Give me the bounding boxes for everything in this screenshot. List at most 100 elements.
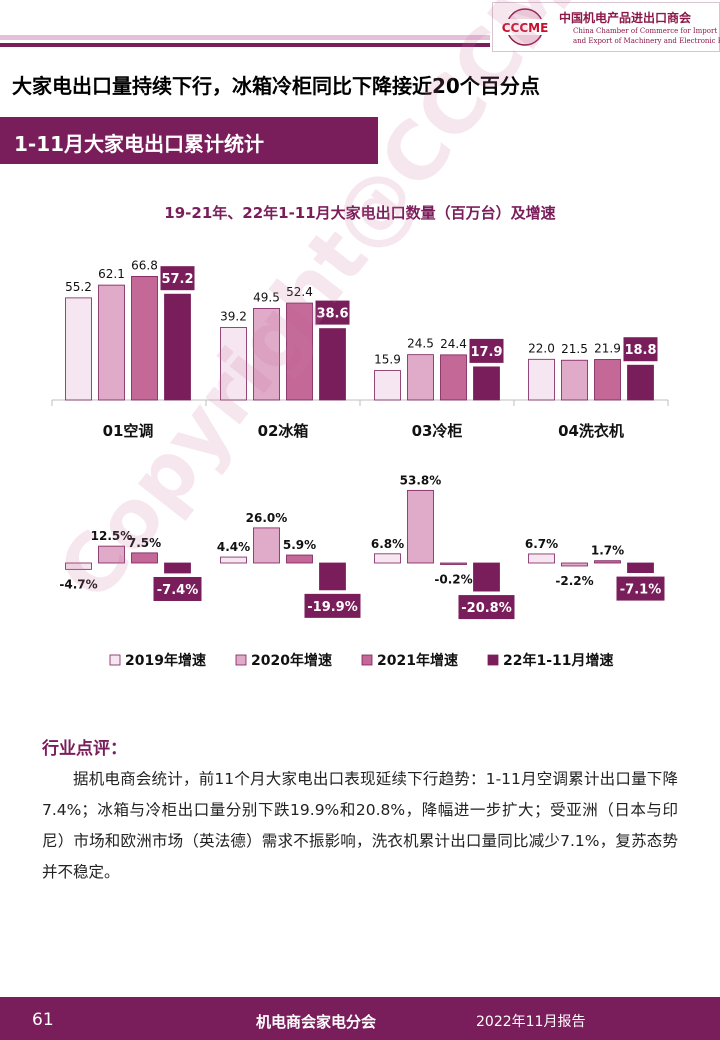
- volume-bar-1-1: [253, 308, 280, 401]
- logo-text: CCCME: [502, 21, 549, 35]
- volume-bar-2-3: [594, 359, 621, 401]
- growth-bar-3-1: [319, 562, 346, 591]
- growth-bar-0-3: [528, 553, 555, 564]
- growth-label-0-2: 6.8%: [371, 537, 404, 551]
- growth-label-0-1: 4.4%: [217, 540, 250, 554]
- footer-report-date: 2022年11月报告: [476, 1014, 586, 1030]
- volume-label-2-0: 66.8: [131, 258, 158, 272]
- section-title: 1-11月大家电出口累计统计: [14, 132, 265, 156]
- org-name-en-line1: China Chamber of Commerce for Import: [573, 27, 718, 35]
- volume-label-2-2: 24.4: [440, 337, 467, 351]
- volume-bar-0-3: [528, 358, 555, 401]
- header-stripe-dark: [0, 43, 490, 47]
- volume-label-0-3: 22.0: [528, 341, 555, 355]
- growth-bar-2-1: [286, 554, 313, 564]
- growth-bar-2-0: [131, 552, 158, 564]
- volume-bar-3-0: [164, 293, 191, 401]
- growth-bar-1-1: [253, 527, 280, 564]
- page-headline: 大家电出口量持续下行，冰箱冷柜同比下降接近20个百分点: [12, 74, 540, 98]
- volume-label-0-0: 55.2: [65, 280, 92, 294]
- growth-bar-1-3: [561, 562, 588, 567]
- category-label-1: 02冰箱: [258, 422, 309, 440]
- chart-title: 19-21年、22年1-11月大家电出口数量（百万台）及增速: [164, 204, 555, 222]
- volume-bar-1-0: [98, 284, 125, 401]
- legend-label-3: 22年1-11月增速: [503, 652, 614, 669]
- growth-label-3-0: -7.4%: [157, 583, 198, 598]
- growth-label-1-3: -2.2%: [555, 574, 593, 588]
- org-logo-block: CCCME 中国机电产品进出口商会 China Chamber of Comme…: [492, 2, 720, 52]
- growth-label-3-2: -20.8%: [461, 601, 512, 616]
- section-title-bar: [0, 117, 378, 164]
- growth-bar-2-3: [594, 560, 621, 564]
- volume-label-2-1: 52.4: [286, 285, 313, 299]
- growth-bar-0-2: [374, 553, 401, 564]
- volume-bar-0-2: [374, 370, 401, 401]
- growth-label-bg-0: [153, 576, 202, 601]
- volume-label-0-1: 39.2: [220, 309, 247, 323]
- growth-label-2-1: 5.9%: [283, 538, 316, 552]
- growth-label-3-3: -7.1%: [620, 583, 661, 598]
- volume-bar-3-3: [627, 364, 654, 401]
- growth-label-1-1: 26.0%: [246, 511, 288, 525]
- volume-label-0-2: 15.9: [374, 353, 401, 367]
- growth-bar-1-2: [407, 489, 434, 564]
- category-label-2: 03冷柜: [412, 422, 463, 440]
- org-name-en-line2: and Export of Machinery and Electronic P…: [573, 37, 720, 45]
- volume-bar-2-0: [131, 276, 158, 401]
- legend-label-0: 2019年增速: [125, 652, 206, 669]
- page-number: 61: [32, 1010, 54, 1030]
- org-name-cn: 中国机电产品进出口商会: [559, 11, 692, 25]
- volume-label-3-2: 17.9: [470, 345, 502, 360]
- volume-label-bg-0: [160, 266, 195, 291]
- volume-label-1-2: 24.5: [407, 337, 434, 351]
- growth-label-bg-1: [304, 593, 361, 618]
- comment-body: 据机电商会统计，前11个月大家电出口表现延续下行趋势：1-11月空调累计出口量下…: [42, 770, 678, 881]
- growth-bar-3-2: [473, 562, 500, 592]
- growth-label-2-3: 1.7%: [591, 544, 624, 558]
- volume-label-2-3: 21.9: [594, 341, 621, 355]
- growth-label-2-2: -0.2%: [434, 573, 472, 587]
- legend-label-1: 2020年增速: [251, 652, 332, 669]
- growth-bar-3-0: [164, 562, 191, 574]
- volume-bar-3-1: [319, 328, 346, 401]
- category-label-0: 01空调: [103, 422, 154, 440]
- volume-bar-3-2: [473, 366, 500, 401]
- growth-label-1-0: 12.5%: [91, 529, 133, 543]
- volume-label-1-0: 62.1: [98, 267, 125, 281]
- growth-label-bg-3: [616, 576, 665, 601]
- legend-swatch-3: [487, 654, 499, 666]
- legend-swatch-0: [109, 654, 121, 666]
- legend-label-2: 2021年增速: [377, 652, 458, 669]
- volume-label-bg-3: [623, 337, 658, 362]
- footer-bar: [0, 997, 720, 1040]
- volume-label-3-3: 18.8: [624, 343, 656, 358]
- category-label-3: 04洗衣机: [558, 422, 624, 440]
- legend-swatch-2: [361, 654, 373, 666]
- volume-bar-1-2: [407, 354, 434, 401]
- volume-label-1-1: 49.5: [253, 290, 280, 304]
- footer-org: 机电商会家电分会: [256, 1013, 377, 1031]
- volume-bar-2-1: [286, 302, 313, 401]
- growth-label-bg-2: [458, 595, 515, 620]
- volume-bar-0-0: [65, 297, 92, 401]
- growth-label-2-0: 7.5%: [128, 536, 161, 550]
- cccme-logo-icon: CCCME: [497, 8, 553, 46]
- growth-bar-1-0: [98, 545, 125, 564]
- volume-label-3-0: 57.2: [161, 272, 193, 287]
- growth-bar-0-0: [65, 562, 92, 570]
- volume-label-1-3: 21.5: [561, 342, 588, 356]
- growth-label-1-2: 53.8%: [400, 473, 442, 487]
- volume-bar-1-3: [561, 359, 588, 401]
- header-stripe-light: [0, 35, 490, 40]
- growth-bar-2-2: [440, 562, 467, 565]
- volume-label-3-1: 38.6: [316, 307, 348, 322]
- volume-label-bg-2: [469, 338, 504, 363]
- growth-bar-3-3: [627, 562, 654, 573]
- comment-title: 行业点评：: [42, 739, 127, 759]
- export-chart: 19-21年、22年1-11月大家电出口数量（百万台）及增速 01空调 55.2 62…: [51, 204, 669, 669]
- growth-bar-0-1: [220, 556, 247, 564]
- legend-swatch-1: [235, 654, 247, 666]
- growth-label-0-3: 6.7%: [525, 537, 558, 551]
- volume-bar-2-2: [440, 354, 467, 401]
- growth-label-3-1: -19.9%: [307, 600, 358, 615]
